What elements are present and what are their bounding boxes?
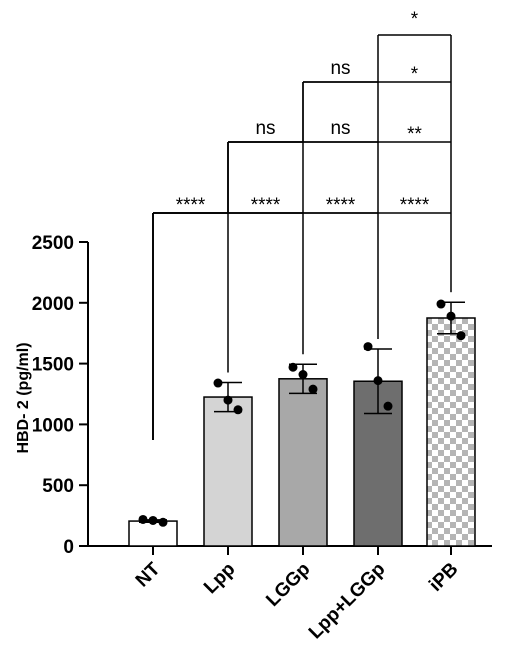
- significance-label: ns: [330, 58, 350, 79]
- significance-label: ****: [326, 195, 356, 216]
- y-tick-label: 2500: [32, 233, 74, 254]
- data-point: [363, 342, 373, 352]
- bar-Lpp: [203, 396, 253, 547]
- significance-label: ****: [176, 195, 206, 216]
- data-point: [308, 384, 318, 394]
- y-tick-label: 2000: [32, 294, 74, 315]
- bar-iPB: [426, 317, 476, 547]
- x-tick-label: Lpp: [200, 559, 239, 598]
- data-point: [436, 299, 446, 309]
- significance-label: *: [411, 64, 419, 85]
- y-tick-label: 1000: [32, 415, 74, 436]
- data-point: [446, 311, 456, 321]
- data-point: [456, 331, 466, 341]
- y-tick-label: 1500: [32, 355, 74, 376]
- significance-label: *: [411, 9, 419, 30]
- y-axis-label: HBD- 2 (pg/ml): [15, 342, 32, 453]
- x-tick-label: NT: [132, 558, 165, 591]
- data-point: [138, 514, 148, 524]
- data-point: [298, 370, 308, 380]
- significance-label: ****: [400, 195, 430, 216]
- x-tick-label: LGGp: [262, 559, 314, 611]
- data-point: [373, 376, 383, 386]
- significance-label: ns: [330, 118, 350, 139]
- bar-NT: [128, 520, 178, 547]
- data-point: [148, 515, 158, 525]
- data-point: [233, 405, 243, 415]
- y-tick-label: 0: [63, 537, 74, 558]
- y-tick-label: 500: [42, 476, 74, 497]
- significance-label: **: [407, 124, 422, 145]
- x-tick-label: Lpp+LGGp: [305, 559, 390, 644]
- data-point: [158, 517, 168, 527]
- significance-label: ****: [251, 195, 281, 216]
- data-point: [383, 401, 393, 411]
- bar-LGGp: [278, 378, 328, 547]
- significance-label: ns: [255, 118, 275, 139]
- data-point: [288, 362, 298, 372]
- data-point: [223, 395, 233, 405]
- x-tick-label: iPB: [425, 559, 462, 596]
- data-point: [213, 378, 223, 388]
